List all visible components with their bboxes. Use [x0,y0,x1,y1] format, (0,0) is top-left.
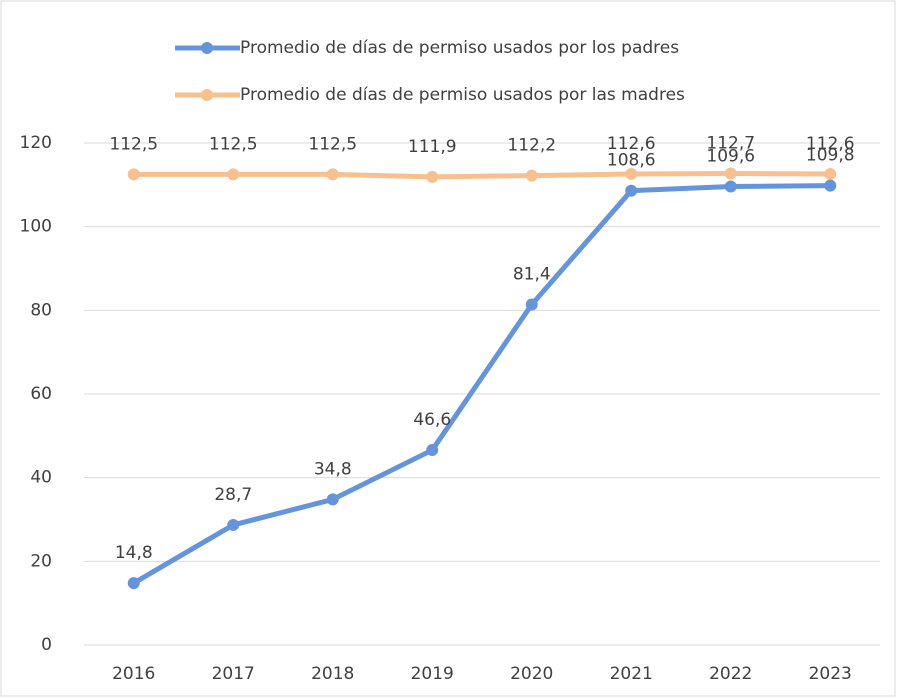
data-point [724,167,737,180]
data-point [824,179,837,192]
data-point [127,577,140,590]
y-tick-label: 40 [30,468,52,488]
data-label: 14,8 [115,543,153,563]
legend-label: Promedio de días de permiso usados por l… [240,85,685,105]
data-label: 108,6 [607,151,656,171]
legend-marker [201,42,213,54]
x-tick-label: 2021 [610,664,653,684]
data-point [525,298,538,311]
y-tick-label: 120 [20,133,52,153]
y-tick-label: 100 [20,217,52,237]
legend-marker [201,89,213,101]
series-line [132,183,831,586]
data-point [326,493,339,506]
data-label: 81,4 [513,264,551,284]
y-tick-label: 20 [30,551,52,571]
x-tick-label: 2017 [212,664,255,684]
data-point [625,184,638,197]
x-tick-label: 2023 [809,664,852,684]
y-tick-label: 80 [30,300,52,320]
data-label: 109,8 [806,146,855,166]
data-label: 112,5 [109,134,158,154]
y-tick-label: 60 [30,384,52,404]
data-point [227,518,240,531]
data-label: 112,7 [706,134,755,154]
data-point [724,180,737,193]
data-label: 34,8 [314,459,352,479]
x-tick-label: 2022 [709,664,752,684]
data-point [824,167,837,180]
data-label: 112,2 [507,136,556,156]
x-tick-label: 2018 [311,664,354,684]
data-point [426,444,439,457]
series-line [133,171,831,180]
data-label: 28,7 [214,485,252,505]
data-point [525,169,538,182]
data-label: 112,5 [308,134,357,154]
x-tick-label: 2016 [112,664,155,684]
data-point [326,168,339,181]
data-label: 111,9 [408,137,457,157]
x-tick-label: 2020 [510,664,553,684]
legend-label: Promedio de días de permiso usados por l… [240,38,679,58]
x-tick-label: 2019 [411,664,454,684]
data-label: 46,6 [413,410,451,430]
data-point [227,168,240,181]
data-label: 112,6 [607,134,656,154]
y-tick-label: 0 [41,635,52,655]
data-point [426,170,439,183]
data-label: 109,6 [706,147,755,167]
data-point [625,167,638,180]
data-point [127,168,140,181]
data-label: 112,6 [806,134,855,154]
data-label: 112,5 [209,134,258,154]
